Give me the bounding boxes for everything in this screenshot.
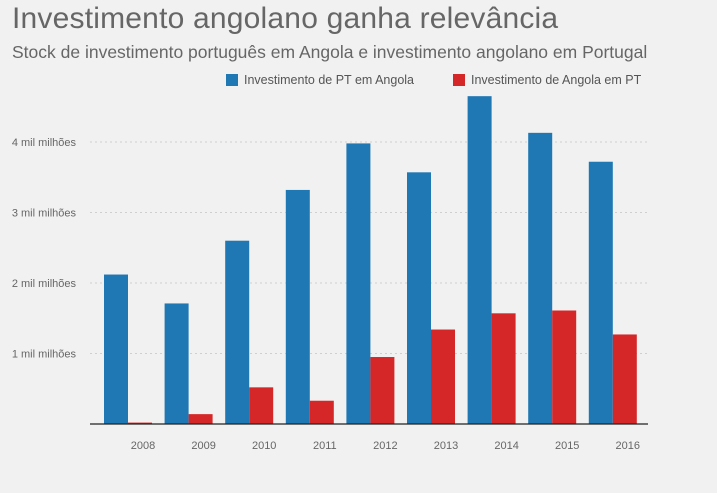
- legend-item-series-1: Investimento de PT em Angola: [226, 73, 414, 87]
- bar-angola-em-pt-2011: [309, 400, 334, 424]
- x-tick-label: 2013: [434, 440, 458, 452]
- y-tick-label: 3 mil milhões: [12, 208, 77, 220]
- bar-angola-em-pt-2014: [491, 313, 516, 424]
- bar-pt-em-angola-2014: [467, 96, 492, 425]
- bar-angola-em-pt-2010: [249, 387, 274, 424]
- x-tick-label: 2015: [555, 440, 579, 452]
- x-tick-label: 2009: [191, 440, 215, 452]
- bar-pt-em-angola-2013: [407, 172, 431, 424]
- bar-pt-em-angola-2011: [285, 189, 310, 424]
- legend-swatch-series-2: [453, 74, 465, 86]
- chart-title: Investimento angolano ganha relevância: [12, 2, 559, 35]
- x-tick-label: 2016: [616, 440, 640, 452]
- bar-pt-em-angola-2010: [225, 240, 250, 424]
- y-tick-label: 1 mil milhões: [12, 349, 77, 361]
- legend: Investimento de PT em Angola Investiment…: [0, 73, 717, 93]
- chart-subtitle: Stock de investimento português em Angol…: [12, 42, 648, 62]
- x-tick-label: 2010: [252, 440, 276, 452]
- bar-angola-em-pt-2009: [188, 414, 213, 424]
- legend-label-series-1: Investimento de PT em Angola: [244, 73, 415, 87]
- bar-angola-em-pt-2013: [431, 329, 455, 424]
- legend-swatch-series-1: [226, 74, 238, 86]
- x-tick-label: 2008: [131, 440, 155, 452]
- bar-pt-em-angola-2012: [346, 143, 371, 424]
- y-tick-label: 4 mil milhões: [12, 137, 77, 149]
- bar-pt-em-angola-2016: [588, 161, 613, 425]
- x-tick-label: 2012: [373, 440, 397, 452]
- bar-angola-em-pt-2012: [370, 357, 395, 424]
- y-tick-label: 2 mil milhões: [12, 278, 77, 290]
- bar-angola-em-pt-2008: [128, 422, 152, 424]
- legend-label-series-2: Investimento de Angola em PT: [471, 73, 642, 87]
- bar-pt-em-angola-2015: [528, 132, 553, 424]
- bar-angola-em-pt-2016: [612, 334, 637, 424]
- bar-pt-em-angola-2009: [164, 303, 189, 424]
- x-tick-label: 2014: [494, 440, 518, 452]
- legend-item-series-2: Investimento de Angola em PT: [453, 73, 641, 87]
- x-tick-label: 2011: [313, 440, 337, 452]
- bar-pt-em-angola-2008: [104, 274, 128, 424]
- bar-angola-em-pt-2015: [552, 310, 577, 424]
